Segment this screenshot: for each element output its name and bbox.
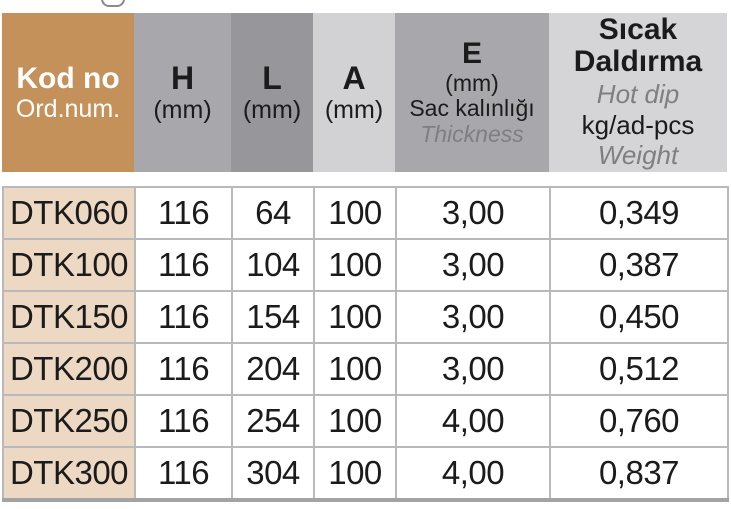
cell-weight: 0,450 [549, 290, 729, 344]
cell-e: 3,00 [395, 238, 551, 292]
cell-l: 64 [231, 186, 315, 240]
cell-weight: 0,387 [549, 238, 729, 292]
cell-l: 154 [231, 290, 315, 344]
column-header-hot-dip-weight: Sıcak Daldırma Hot dip kg/ad-pcs Weight [549, 13, 727, 172]
cell-code: DTK300 [2, 446, 136, 501]
cell-weight: 0,349 [549, 186, 729, 240]
cell-code: DTK060 [2, 186, 136, 240]
weight-desc-en: Hot dip [596, 78, 680, 109]
cell-l: 254 [231, 394, 315, 448]
e-unit: (mm) [445, 69, 499, 96]
cell-a: 100 [313, 238, 397, 292]
cell-weight: 0,512 [549, 342, 729, 396]
column-header-e-thickness: E (mm) Sac kalınlığı Thickness [395, 13, 549, 172]
cell-a: 100 [313, 446, 397, 501]
cell-h: 116 [134, 238, 233, 292]
h-title: H [170, 59, 195, 96]
cell-e: 4,00 [395, 394, 551, 448]
column-header-a: A (mm) [313, 13, 395, 172]
cell-h: 116 [134, 342, 233, 396]
cell-l: 304 [231, 446, 315, 501]
kod-no-subtitle: Ord.num. [15, 95, 121, 124]
e-desc-en: Thickness [420, 121, 524, 148]
weight-label-en: Weight [597, 140, 679, 171]
kod-no-title: Kod no [16, 61, 120, 95]
cell-h: 116 [134, 290, 233, 344]
column-header-l: L (mm) [231, 13, 313, 172]
cell-code: DTK250 [2, 394, 136, 448]
weight-unit: kg/ad-pcs [581, 109, 695, 140]
cell-l: 104 [231, 238, 315, 292]
column-header-h: H (mm) [134, 13, 231, 172]
weight-title-line1: Sıcak [598, 13, 678, 47]
l-unit: (mm) [242, 96, 302, 125]
table-row: DTK300 116 304 100 4,00 0,837 [2, 446, 729, 501]
cropped-letter-glyph [101, 0, 125, 7]
table-row: DTK200 116 204 100 3,00 0,512 [2, 342, 729, 396]
cell-a: 100 [313, 394, 397, 448]
e-title: E [461, 37, 482, 71]
cell-e: 3,00 [395, 290, 551, 344]
cell-a: 100 [313, 342, 397, 396]
cell-code: DTK100 [2, 238, 136, 292]
cell-a: 100 [313, 290, 397, 344]
a-title: A [342, 59, 366, 96]
cell-code: DTK150 [2, 290, 136, 344]
cell-h: 116 [134, 394, 233, 448]
table-row: DTK150 116 154 100 3,00 0,450 [2, 290, 729, 344]
table-row: DTK250 116 254 100 4,00 0,760 [2, 394, 729, 448]
table-header-row: Kod no Ord.num. H (mm) L (mm) A (mm) E (… [2, 13, 727, 172]
cell-code: DTK200 [2, 342, 136, 396]
cell-e: 4,00 [395, 446, 551, 501]
cell-e: 3,00 [395, 186, 551, 240]
table-row: DTK060 116 64 100 3,00 0,349 [2, 186, 729, 240]
cell-weight: 0,837 [549, 446, 729, 501]
cell-l: 204 [231, 342, 315, 396]
table-row: DTK100 116 104 100 3,00 0,387 [2, 238, 729, 292]
cell-h: 116 [134, 186, 233, 240]
cell-weight: 0,760 [549, 394, 729, 448]
cell-h: 116 [134, 446, 233, 501]
e-desc-tr: Sac kalınlığı [409, 95, 535, 122]
l-title: L [262, 59, 282, 96]
h-unit: (mm) [153, 96, 212, 125]
column-header-kod-no: Kod no Ord.num. [2, 13, 134, 172]
cell-a: 100 [313, 186, 397, 240]
cell-e: 3,00 [395, 342, 551, 396]
a-unit: (mm) [324, 96, 384, 125]
product-data-table: DTK060 116 64 100 3,00 0,349 DTK100 116 … [2, 186, 729, 502]
weight-title-line2: Daldırma [573, 45, 703, 79]
